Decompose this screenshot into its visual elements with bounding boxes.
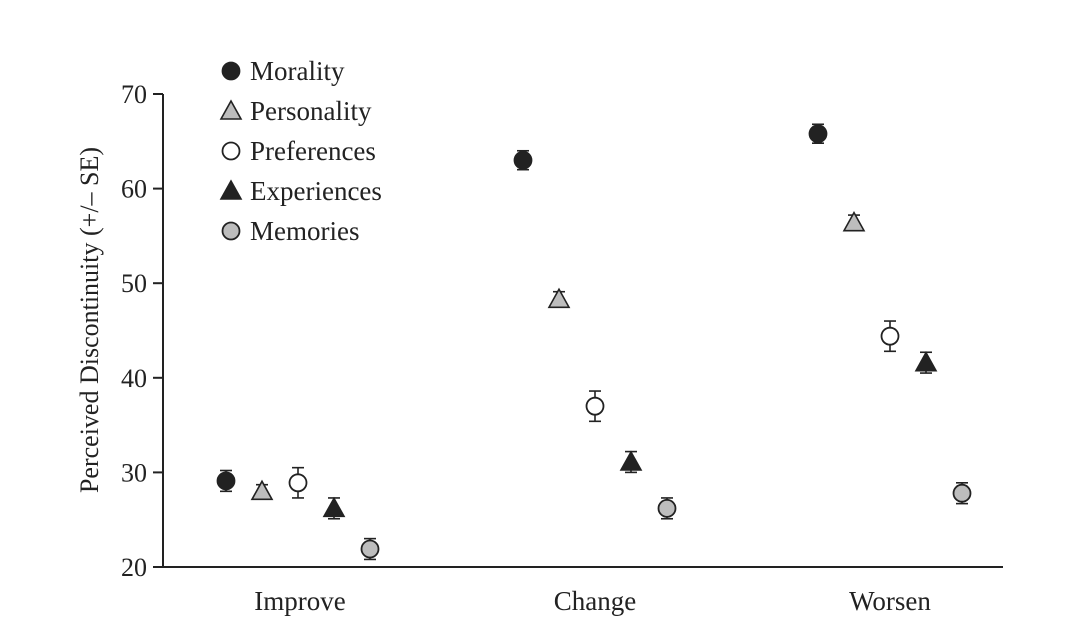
- data-point: [288, 473, 308, 493]
- series-memories: [360, 482, 972, 561]
- data-point: [250, 479, 274, 501]
- y-tick-label: 60: [121, 175, 147, 204]
- legend-label: Experiences: [250, 176, 382, 206]
- legend-marker: [219, 179, 243, 200]
- data-point: [547, 287, 571, 309]
- data-point: [657, 498, 677, 518]
- legend-item-morality: Morality: [221, 56, 345, 86]
- legend: Morality Personality Preferences Experience…: [219, 56, 382, 246]
- data-point: [619, 450, 643, 471]
- legend-item-memories: Memories: [221, 216, 359, 246]
- y-tick-label: 30: [121, 458, 147, 487]
- series-personality: [250, 211, 866, 501]
- legend-label: Preferences: [250, 136, 376, 166]
- data-point: [322, 496, 346, 518]
- y-tick-label: 40: [121, 364, 147, 393]
- axes: 20 30 40 50 60 70 Improve Change Worsen: [121, 80, 1003, 616]
- legend-label: Personality: [250, 96, 372, 126]
- legend-item-preferences: Preferences: [221, 136, 376, 166]
- data-marks: [216, 123, 972, 561]
- legend-item-personality: Personality: [219, 96, 372, 126]
- legend-label: Morality: [250, 56, 345, 86]
- legend-marker: [221, 141, 241, 161]
- legend-item-experiences: Experiences: [219, 176, 382, 206]
- legend-marker: [221, 221, 241, 241]
- x-category-label: Improve: [254, 586, 345, 616]
- data-point: [808, 124, 828, 144]
- series-preferences: [288, 320, 900, 499]
- data-point: [360, 539, 380, 559]
- legend-marker: [219, 99, 243, 120]
- y-tick-label: 70: [121, 80, 147, 109]
- x-category-label: Change: [554, 586, 636, 616]
- data-point: [952, 483, 972, 503]
- data-point: [513, 150, 533, 170]
- series-morality: [216, 123, 828, 493]
- series-experiences: [322, 351, 938, 520]
- legend-marker: [221, 61, 241, 81]
- data-point: [216, 471, 236, 491]
- x-category-label: Worsen: [849, 586, 931, 616]
- legend-label: Memories: [250, 216, 359, 246]
- y-axis-label: Perceived Discontinuity (+/– SE): [75, 147, 104, 493]
- data-point: [914, 351, 938, 372]
- y-tick-label: 50: [121, 269, 147, 298]
- data-point: [880, 326, 900, 346]
- data-point: [842, 211, 866, 232]
- y-tick-label: 20: [121, 553, 147, 582]
- data-point: [585, 396, 605, 416]
